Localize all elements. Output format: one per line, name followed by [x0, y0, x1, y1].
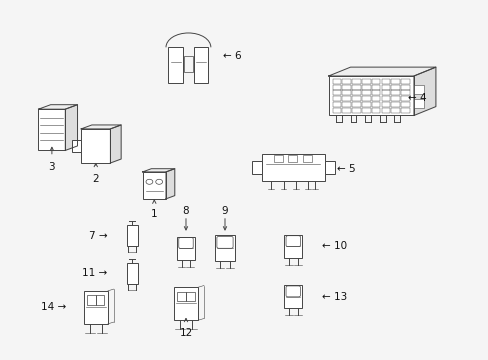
Bar: [87, 296, 96, 305]
Polygon shape: [328, 67, 435, 76]
Bar: [351, 79, 360, 84]
Bar: [177, 237, 194, 260]
Bar: [413, 85, 423, 94]
Bar: [284, 235, 302, 258]
Bar: [193, 47, 208, 83]
Bar: [390, 102, 399, 107]
Text: ← 13: ← 13: [321, 292, 346, 302]
Bar: [81, 129, 110, 163]
Text: 12: 12: [179, 328, 192, 338]
Bar: [381, 90, 389, 95]
Bar: [371, 102, 380, 107]
Polygon shape: [142, 169, 174, 172]
Bar: [328, 76, 413, 116]
Polygon shape: [413, 67, 435, 116]
Text: 9: 9: [221, 206, 228, 216]
Bar: [284, 285, 302, 308]
Bar: [381, 108, 389, 113]
Bar: [413, 99, 423, 108]
Bar: [342, 96, 350, 101]
Bar: [177, 292, 185, 301]
Bar: [351, 85, 360, 90]
Bar: [127, 225, 138, 246]
Bar: [400, 108, 409, 113]
Bar: [371, 85, 380, 90]
Bar: [351, 102, 360, 107]
Bar: [72, 140, 81, 152]
Bar: [142, 172, 165, 199]
Bar: [351, 96, 360, 101]
Bar: [186, 292, 194, 301]
Bar: [342, 79, 350, 84]
Text: 8: 8: [183, 206, 189, 216]
Bar: [361, 90, 370, 95]
Bar: [332, 108, 341, 113]
Bar: [342, 90, 350, 95]
Bar: [381, 79, 389, 84]
Bar: [390, 90, 399, 95]
Bar: [288, 155, 297, 162]
Bar: [251, 161, 261, 174]
Bar: [400, 79, 409, 84]
Bar: [390, 79, 399, 84]
Bar: [381, 102, 389, 107]
Text: 7 →: 7 →: [89, 231, 108, 240]
Text: 2: 2: [92, 174, 99, 184]
Bar: [168, 47, 183, 83]
Bar: [332, 85, 341, 90]
Bar: [371, 90, 380, 95]
Bar: [325, 161, 334, 174]
Polygon shape: [165, 169, 174, 199]
Bar: [400, 90, 409, 95]
Bar: [332, 79, 341, 84]
Bar: [371, 108, 380, 113]
Polygon shape: [39, 105, 77, 109]
Polygon shape: [65, 105, 77, 150]
Bar: [381, 85, 389, 90]
Bar: [390, 96, 399, 101]
Text: ← 6: ← 6: [222, 51, 241, 61]
Bar: [273, 155, 282, 162]
Bar: [361, 102, 370, 107]
Bar: [332, 90, 341, 95]
Bar: [361, 85, 370, 90]
Text: ← 5: ← 5: [336, 164, 355, 174]
Polygon shape: [81, 125, 121, 129]
Bar: [361, 79, 370, 84]
Bar: [361, 108, 370, 113]
Bar: [342, 102, 350, 107]
Text: 14 →: 14 →: [41, 302, 66, 312]
Bar: [183, 56, 192, 72]
Bar: [361, 96, 370, 101]
Bar: [173, 287, 198, 320]
Bar: [342, 108, 350, 113]
Bar: [371, 79, 380, 84]
Text: ← 4: ← 4: [407, 93, 426, 103]
Text: 1: 1: [151, 209, 157, 219]
Bar: [332, 96, 341, 101]
Bar: [390, 85, 399, 90]
Bar: [96, 296, 104, 305]
Bar: [351, 108, 360, 113]
Text: 3: 3: [48, 162, 55, 172]
Bar: [400, 102, 409, 107]
Text: ← 10: ← 10: [321, 241, 346, 251]
Bar: [39, 109, 65, 150]
Bar: [83, 291, 108, 324]
Bar: [351, 90, 360, 95]
Text: 11 →: 11 →: [81, 268, 107, 278]
Bar: [371, 96, 380, 101]
Bar: [400, 85, 409, 90]
Bar: [127, 263, 138, 284]
Bar: [261, 154, 325, 181]
Bar: [214, 235, 235, 261]
Bar: [381, 96, 389, 101]
Polygon shape: [110, 125, 121, 163]
Bar: [332, 102, 341, 107]
Bar: [303, 155, 311, 162]
Bar: [342, 85, 350, 90]
Bar: [390, 108, 399, 113]
Bar: [400, 96, 409, 101]
